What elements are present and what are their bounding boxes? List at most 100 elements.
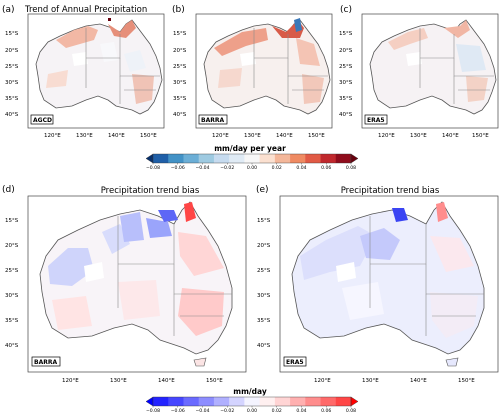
tasmania: [445, 357, 459, 367]
lon-tick: 120°E: [212, 133, 229, 139]
lat-tick: 15°S: [257, 218, 271, 224]
lat-tick: 25°S: [257, 268, 271, 274]
lon-tick: 120°E: [314, 378, 331, 384]
bias-patch: [146, 218, 172, 238]
trend-patch: [108, 18, 111, 21]
lon-tick: 130°E: [410, 133, 427, 139]
lat-tick: 40°S: [5, 343, 19, 349]
lat-tick: 30°S: [173, 80, 187, 86]
trend-patch: [456, 44, 486, 72]
panel-title: Precipitation trend bias: [101, 186, 200, 196]
lon-tick: 140°E: [276, 133, 293, 139]
dataset-label-box: [283, 356, 307, 367]
trend-patch: [388, 28, 428, 50]
trend-patch: [466, 76, 488, 102]
colorbar-cell: [305, 154, 321, 163]
lon-tick: 130°E: [244, 133, 261, 139]
colorbar-cells: [145, 153, 359, 165]
bias-patch: [336, 262, 356, 282]
colorbar-tick: −0.08: [146, 165, 160, 171]
colorbar-cell: [290, 397, 306, 406]
bias-patch: [184, 202, 196, 222]
colorbar-extension: [145, 396, 154, 407]
bias-patch: [84, 262, 104, 282]
lat-tick: 20°S: [339, 48, 353, 54]
colorbar-cell: [198, 397, 215, 406]
colorbar-tick: −0.06: [171, 165, 185, 171]
bias-patch: [52, 296, 92, 330]
panel-e: (e) Precipitation trend bias 15°S 20°S 2…: [256, 185, 499, 384]
trend-patch: [406, 52, 422, 66]
lat-tick: 40°S: [173, 112, 187, 118]
trend-patch: [108, 20, 136, 38]
colorbar-tick: 0.04: [296, 165, 306, 171]
lat-tick: 15°S: [5, 31, 19, 37]
colorbar-cell: [335, 397, 352, 406]
lon-tick: 140°E: [410, 378, 427, 384]
lat-tick: 15°S: [339, 31, 353, 37]
lon-tick: 140°E: [442, 133, 459, 139]
trend-patch: [444, 20, 470, 38]
colorbar-tick: 0.00: [247, 408, 257, 414]
colorbar-tick: −0.06: [171, 408, 185, 414]
colorbar-cell: [229, 397, 245, 406]
trend-patch: [132, 74, 154, 104]
lat-tick: 30°S: [5, 293, 19, 299]
colorbar-extension: [145, 153, 154, 164]
trend-patch: [302, 74, 324, 104]
lat-ticks: 15°S 20°S 25°S 30°S 35°S 40°S: [339, 31, 353, 118]
panel-title: Precipitation trend bias: [341, 186, 440, 196]
colorbar-cell: [259, 154, 276, 163]
panel-label: (b): [172, 5, 185, 15]
panel-label: (d): [2, 185, 15, 195]
colorbar-cell: [183, 397, 199, 406]
lat-ticks: 15°S 20°S 25°S 30°S 35°S 40°S: [173, 31, 187, 118]
bias-patch: [392, 208, 408, 222]
lon-tick: 130°E: [110, 378, 127, 384]
colorbar-cell: [153, 154, 169, 163]
colorbar-extension: [350, 153, 359, 164]
colorbar-cell: [213, 397, 230, 406]
lat-tick: 30°S: [257, 293, 271, 299]
dataset-label-box: [30, 114, 54, 125]
bias-patch: [342, 282, 384, 320]
lon-tick: 150°E: [140, 133, 157, 139]
lon-tick: 140°E: [108, 133, 125, 139]
colorbar-tick: 0.06: [321, 165, 331, 171]
colorbar-cell: [320, 397, 337, 406]
colorbar-ticks: −0.08 −0.06 −0.04 −0.02 0.00 0.02 0.04 0…: [146, 165, 356, 171]
colorbar-tick: 0.06: [321, 408, 331, 414]
panel-label: (e): [256, 185, 269, 195]
lat-ticks: 15°S 20°S 25°S 30°S 35°S 40°S: [5, 218, 19, 349]
colorbar-cell: [320, 154, 337, 163]
lat-tick: 20°S: [5, 243, 19, 249]
dataset-label-box: [31, 356, 61, 367]
lat-ticks: 15°S 20°S 25°S 30°S 35°S 40°S: [257, 218, 271, 349]
lon-tick: 150°E: [472, 133, 489, 139]
bias-patch: [118, 280, 160, 320]
colorbar-tick: 0.08: [346, 408, 356, 414]
colorbar-cell: [274, 397, 291, 406]
lon-ticks: 120°E 130°E 140°E 150°E: [314, 378, 475, 384]
lon-tick: 150°E: [458, 378, 475, 384]
colorbar-cell: [244, 397, 260, 406]
lat-tick: 25°S: [173, 64, 187, 70]
lat-tick: 30°S: [339, 80, 353, 86]
lat-tick: 35°S: [5, 318, 19, 324]
trend-patch: [72, 52, 88, 66]
lon-tick: 120°E: [44, 133, 61, 139]
panel-label: (c): [340, 5, 352, 15]
trend-patch: [124, 50, 146, 72]
trend-patch: [56, 26, 98, 48]
bias-patch: [158, 210, 178, 222]
lon-tick: 150°E: [206, 378, 223, 384]
lon-tick: 150°E: [308, 133, 325, 139]
colorbar-extension: [350, 396, 359, 407]
colorbar-cell: [198, 154, 215, 163]
colorbar-label: mm/day per year: [214, 144, 286, 153]
trend-patch: [240, 52, 256, 66]
lat-tick: 35°S: [173, 96, 187, 102]
lon-ticks: 120°E 130°E 140°E 150°E: [378, 133, 489, 139]
colorbar-cell: [153, 397, 169, 406]
dataset-label-box: [364, 114, 388, 125]
